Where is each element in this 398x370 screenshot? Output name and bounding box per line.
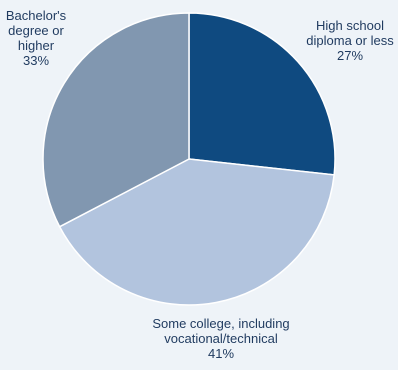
slice-label-2-line-3: 33%: [23, 53, 49, 68]
slice-label-0-line-0: High school: [316, 18, 384, 33]
slice-label-1-line-1: vocational/technical: [164, 331, 278, 346]
slice-label-2: Bachelor's degree or higher 33%: [6, 8, 67, 68]
slice-label-2-line-2: higher: [18, 38, 55, 53]
slice-label-2-line-0: Bachelor's: [6, 8, 67, 23]
pie-slice-0: [188, 12, 336, 176]
slice-label-1: Some college, including vocational/techni…: [152, 316, 289, 361]
pie-slice-1: [58, 158, 335, 306]
slice-label-2-line-1: degree or: [8, 23, 64, 38]
slice-label-1-line-0: Some college, including: [152, 316, 289, 331]
pie-slice-2: [42, 12, 190, 228]
slice-label-0-line-1: diploma or less: [306, 33, 394, 48]
slice-label-1-line-2: 41%: [208, 346, 234, 361]
slice-label-0-line-2: 27%: [337, 48, 363, 63]
slice-label-0: High school diploma or less 27%: [306, 18, 394, 63]
